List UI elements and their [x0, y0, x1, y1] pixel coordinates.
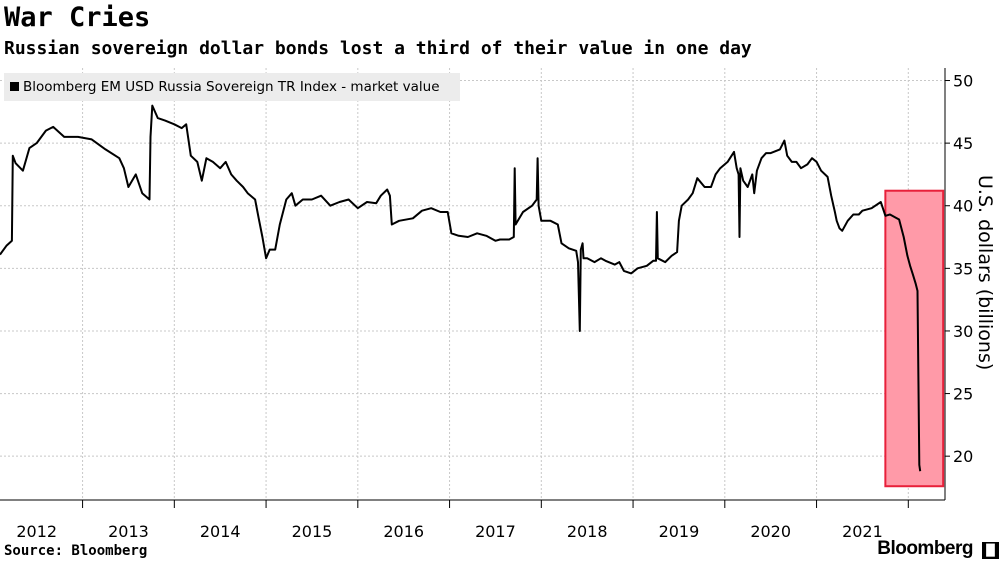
legend-label: Bloomberg EM USD Russia Sovereign TR Ind…	[23, 79, 440, 95]
y-tick-label: 30	[953, 322, 973, 341]
data-line	[0, 104, 922, 472]
legend-swatch	[10, 82, 19, 91]
series-line	[0, 104, 922, 472]
x-tick-label: 2018	[567, 522, 608, 541]
y-axis-label: U.S. dollars (billions)	[974, 175, 996, 370]
x-tick-label: 2013	[108, 522, 149, 541]
source-note: Source: Bloomberg	[4, 543, 148, 559]
x-tick-label: 2021	[842, 522, 883, 541]
x-tick-label: 2012	[16, 522, 57, 541]
y-tick-label: 25	[953, 385, 973, 404]
x-tick-label: 2015	[292, 522, 333, 541]
y-tick-label: 50	[953, 72, 973, 91]
x-tick-label: 2016	[383, 522, 424, 541]
grid-lines	[0, 68, 945, 500]
x-tick-label: 2017	[475, 522, 516, 541]
legend: Bloomberg EM USD Russia Sovereign TR Ind…	[4, 73, 460, 101]
y-tick-label: 20	[953, 447, 973, 466]
highlight-region	[884, 189, 945, 488]
x-tick-label: 2014	[200, 522, 241, 541]
y-tick-label: 35	[953, 259, 973, 278]
highlight-box	[884, 189, 945, 488]
brand-logo: Bloomberg	[877, 538, 973, 559]
y-axis: 20 25 30 35 40 45 50	[944, 68, 973, 500]
x-axis: 2012 2013 2014 2015 2016 2017 2018 2019 2020 2021	[0, 499, 945, 541]
x-tick-label: 2020	[750, 522, 791, 541]
y-tick-label: 45	[953, 134, 973, 153]
chart-subtitle: Russian sovereign dollar bonds lost a th…	[4, 38, 752, 59]
y-tick-label: 40	[953, 197, 973, 216]
brand-mark-icon: █	[982, 542, 999, 559]
chart-title: War Cries	[4, 2, 151, 33]
x-tick-label: 2019	[659, 522, 700, 541]
